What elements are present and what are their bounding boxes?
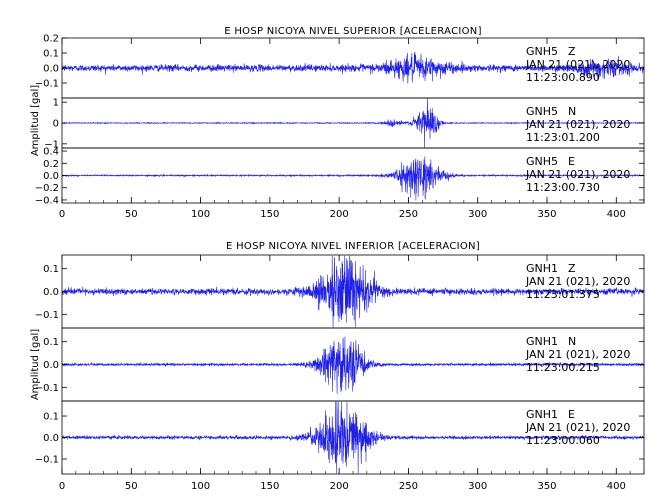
- chart-title: E HOSP NICOYA NIVEL SUPERIOR [ACELERACIO…: [224, 26, 482, 37]
- channel-time: 11:23:01.375: [526, 288, 600, 301]
- y-axis-label: Amplitud [gal]: [30, 85, 41, 156]
- y-tick-label: 0.0: [43, 287, 59, 298]
- x-tick-label: 400: [607, 209, 626, 220]
- x-tick-label: 0: [59, 481, 65, 492]
- channel-time: 11:23:01.200: [526, 131, 600, 144]
- y-tick-label: 0.1: [43, 337, 59, 348]
- waveform-line: [61, 255, 645, 328]
- x-tick-label: 100: [191, 481, 210, 492]
- channel-component: N: [568, 335, 576, 348]
- x-tick-label: 350: [537, 481, 556, 492]
- x-tick-label: 400: [607, 481, 626, 492]
- x-tick-label: 0: [59, 209, 65, 220]
- y-tick-label: −0.1: [35, 79, 59, 90]
- channel-component: E: [568, 408, 575, 421]
- channel-date: JAN 21 (021), 2020: [525, 275, 630, 288]
- channel-station: GNH5: [526, 45, 558, 58]
- channel-component: N: [568, 105, 576, 118]
- y-tick-label: 0.0: [43, 433, 59, 444]
- y-tick-label: −0.1: [35, 383, 59, 394]
- channel-time: 11:23:00.730: [526, 181, 600, 194]
- y-tick-label: 0: [53, 119, 59, 130]
- waveform-line: [61, 336, 645, 394]
- x-tick-label: 300: [468, 209, 487, 220]
- x-tick-label: 250: [399, 209, 418, 220]
- y-tick-label: 0.0: [43, 64, 59, 75]
- channel-station: GNH1: [526, 408, 558, 421]
- channel-component: E: [568, 155, 575, 168]
- channel-date: JAN 21 (021), 2020: [525, 421, 630, 434]
- channel-station: GNH5: [526, 105, 558, 118]
- waveform-line: [61, 98, 645, 148]
- channel-date: JAN 21 (021), 2020: [525, 348, 630, 361]
- x-tick-label: 150: [260, 481, 279, 492]
- y-tick-label: 0.1: [43, 49, 59, 60]
- y-tick-label: −0.1: [35, 454, 59, 465]
- y-axis-label: Amplitud [gal]: [30, 329, 41, 400]
- y-tick-label: 1: [53, 98, 59, 109]
- channel-station: GNH1: [526, 262, 558, 275]
- y-tick-label: −1: [44, 139, 59, 150]
- x-tick-label: 200: [330, 209, 349, 220]
- channel-time: 11:23:00.215: [526, 361, 600, 374]
- channel-time: 11:23:00.890: [526, 71, 600, 84]
- y-tick-label: 0.1: [43, 264, 59, 275]
- channel-date: JAN 21 (021), 2020: [525, 58, 630, 71]
- waveform-line: [61, 401, 645, 474]
- channel-date: JAN 21 (021), 2020: [525, 168, 630, 181]
- channel-station: GNH5: [526, 155, 558, 168]
- y-tick-label: −0.2: [35, 183, 59, 194]
- channel-date: JAN 21 (021), 2020: [525, 118, 630, 131]
- x-tick-label: 250: [399, 481, 418, 492]
- y-tick-label: 0.1: [43, 412, 59, 423]
- chart-nivel-superior: E HOSP NICOYA NIVEL SUPERIOR [ACELERACIO…: [30, 26, 645, 220]
- chart-title: E HOSP NICOYA NIVEL INFERIOR [ACELERACIO…: [226, 241, 480, 252]
- x-tick-label: 150: [260, 209, 279, 220]
- y-tick-label: −0.1: [35, 310, 59, 321]
- y-tick-label: 0.2: [43, 159, 59, 170]
- y-tick-label: −0.4: [35, 195, 59, 206]
- chart-nivel-inferior: E HOSP NICOYA NIVEL INFERIOR [ACELERACIO…: [30, 241, 645, 492]
- waveform-line: [61, 51, 645, 84]
- channel-station: GNH1: [526, 335, 558, 348]
- channel-time: 11:23:00.060: [526, 434, 600, 447]
- x-tick-label: 200: [330, 481, 349, 492]
- y-tick-label: 0.0: [43, 360, 59, 371]
- waveform-line: [61, 156, 645, 201]
- channel-component: Z: [568, 262, 576, 275]
- y-tick-label: 0.2: [43, 34, 59, 45]
- x-tick-label: 300: [468, 481, 487, 492]
- y-tick-label: 0.0: [43, 171, 59, 182]
- x-tick-label: 50: [125, 481, 138, 492]
- x-tick-label: 100: [191, 209, 210, 220]
- x-tick-label: 350: [537, 209, 556, 220]
- channel-component: Z: [568, 45, 576, 58]
- y-tick-label: 0.4: [43, 147, 59, 158]
- x-tick-label: 50: [125, 209, 138, 220]
